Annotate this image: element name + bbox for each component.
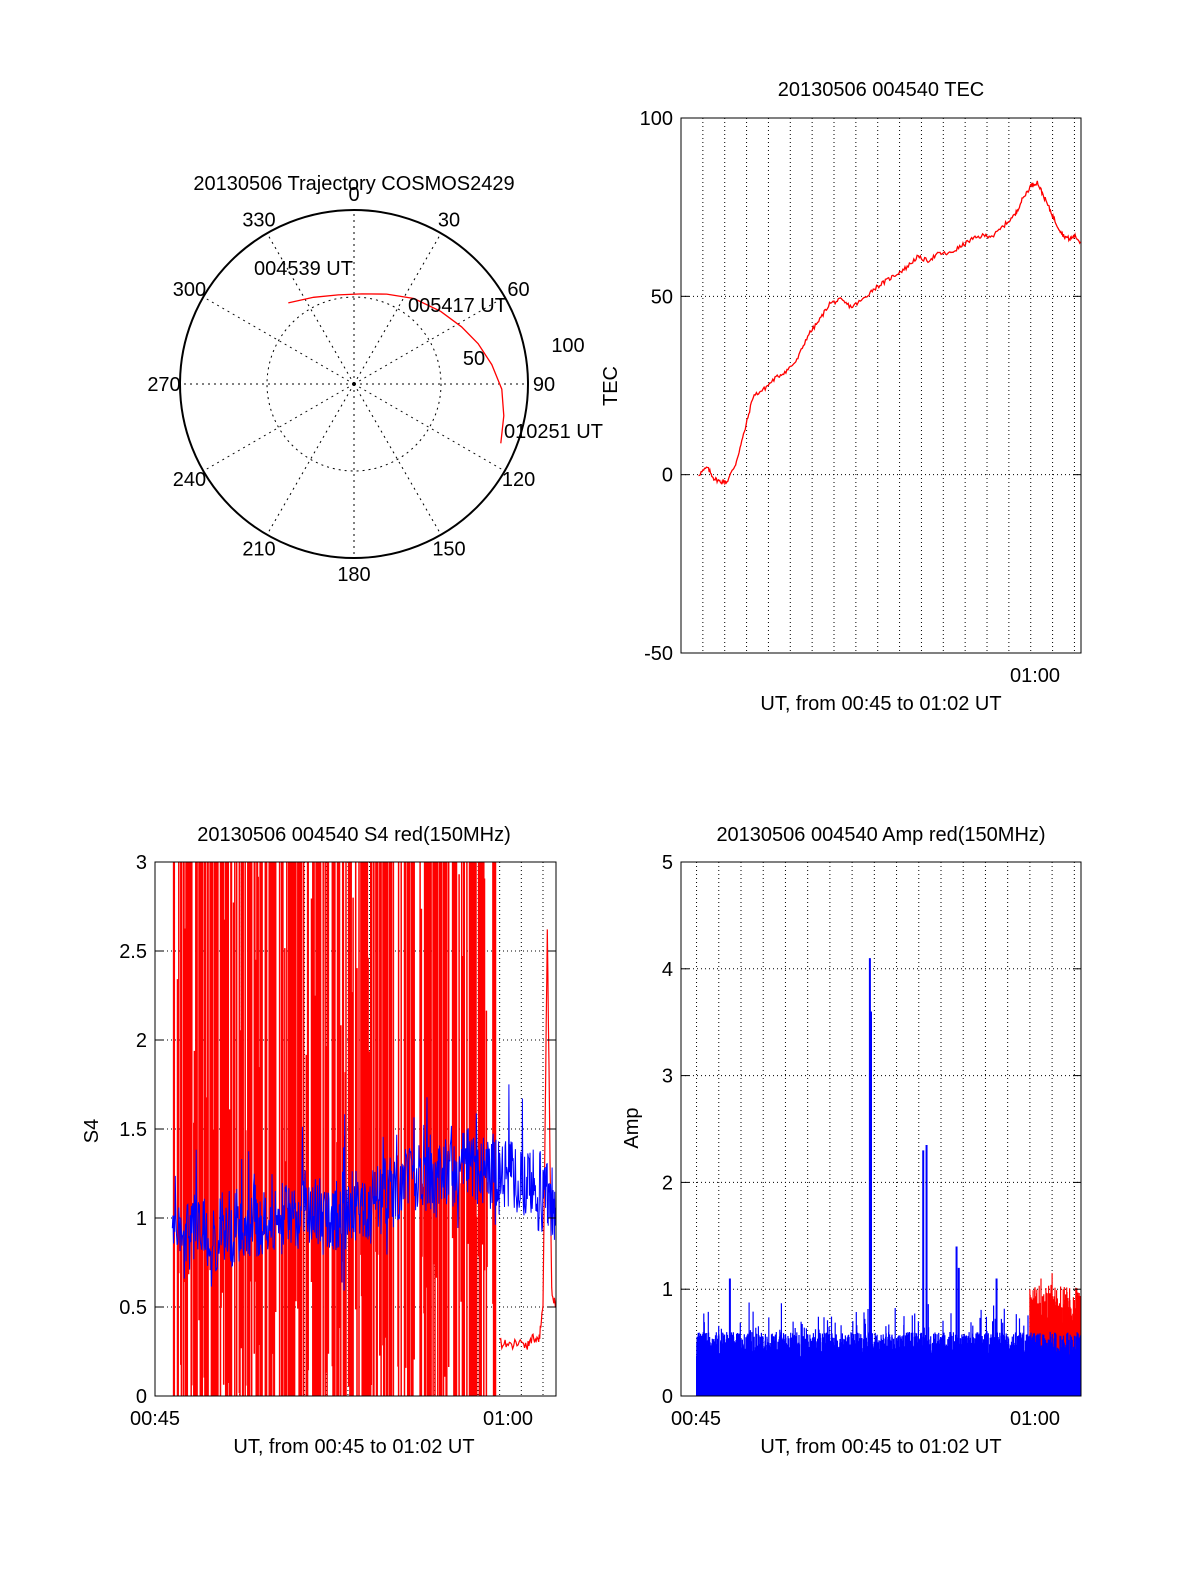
polar-spoke-330: [266, 233, 355, 385]
tec-y-label: TEC: [600, 366, 622, 406]
trajectory-end-time: 010251 UT: [504, 421, 603, 443]
polar-azimuth-label-60: 60: [507, 279, 529, 301]
polar-azimuth-label-0: 0: [348, 184, 359, 206]
tec-ytick-label-0: -50: [644, 643, 673, 665]
polar-azimuth-label-330: 330: [242, 209, 275, 231]
amp-x-label: UT, from 00:45 to 01:02 UT: [760, 1436, 1001, 1458]
s4-y-ticks: 0 0.5 1 1.5 2 2.5 3: [119, 852, 556, 1408]
polar-radial-label-50: 50: [463, 348, 485, 370]
polar-spoke-150: [353, 383, 442, 535]
s4-blue-series: [171, 1084, 557, 1291]
s4-ytick-label-0: 0: [136, 1386, 147, 1408]
tec-x-label: UT, from 00:45 to 01:02 UT: [760, 693, 1001, 715]
amp-panel: 20130506 004540 Amp red(150MHz) 0 1 2 3 4 5 0…: [621, 824, 1082, 1458]
trajectory-mid-time: 005417 UT: [408, 295, 507, 317]
polar-azimuth-label-270: 270: [147, 374, 180, 396]
polar-azimuth-label-300: 300: [173, 279, 206, 301]
s4-title: 20130506 004540 S4 red(150MHz): [197, 824, 511, 846]
amp-ytick-label-5: 5: [662, 852, 673, 874]
polar-azimuth-labels: 0 30 60 90 120 150 180 210 240 270 300 330: [147, 184, 555, 586]
tec-y-ticks: -50 0 50 100: [640, 108, 1081, 665]
polar-azimuth-label-90: 90: [533, 374, 555, 396]
amp-ytick-label-1: 1: [662, 1279, 673, 1301]
amp-blue-bars: [696, 1302, 1082, 1396]
polar-grid: [180, 210, 528, 558]
s4-x-tick-0100: 01:00: [483, 1408, 533, 1430]
polar-azimuth-label-120: 120: [502, 469, 535, 491]
amp-x-tick-0100: 01:00: [1010, 1408, 1060, 1430]
polar-spoke-120: [353, 383, 505, 472]
tec-ytick-label-3: 100: [640, 108, 673, 130]
s4-red-tail: [499, 929, 557, 1351]
trajectory-panel: 20130506 Trajectory COSMOS2429 0 30 60 90 12…: [147, 173, 603, 586]
s4-ytick-label-6: 3: [136, 852, 147, 874]
trajectory-title: 20130506 Trajectory COSMOS2429: [193, 173, 514, 195]
s4-panel: 20130506 004540 S4 red(150MHz) 0 0.5 1 1.5 2…: [81, 824, 557, 1458]
polar-spoke-60: [353, 296, 505, 385]
polar-azimuth-label-30: 30: [438, 209, 460, 231]
tec-ytick-label-2: 50: [651, 286, 673, 308]
s4-ytick-label-1: 0.5: [119, 1297, 147, 1319]
amp-ytick-label-2: 2: [662, 1172, 673, 1194]
tec-x-tick-0100: 01:00: [1010, 665, 1060, 687]
amp-title: 20130506 004540 Amp red(150MHz): [716, 824, 1045, 846]
s4-red-dense-lines: [172, 862, 497, 1396]
polar-azimuth-label-150: 150: [432, 539, 465, 561]
amp-ytick-label-3: 3: [662, 1066, 673, 1088]
amp-ytick-label-0: 0: [662, 1386, 673, 1408]
tec-title: 20130506 004540 TEC: [778, 79, 984, 101]
s4-ytick-label-2: 1: [136, 1208, 147, 1230]
s4-x-tick-0045: 00:45: [130, 1408, 180, 1430]
s4-ytick-label-5: 2.5: [119, 941, 147, 963]
polar-azimuth-label-240: 240: [173, 469, 206, 491]
s4-y-label: S4: [81, 1119, 103, 1143]
tec-ytick-label-1: 0: [662, 465, 673, 487]
s4-ytick-label-4: 2: [136, 1030, 147, 1052]
amp-y-label: Amp: [621, 1107, 643, 1148]
trajectory-line: [288, 293, 505, 444]
polar-spoke-240: [203, 383, 355, 472]
tec-plot-frame: [680, 117, 1082, 654]
amp-y-ticks: 0 1 2 3 4 5: [662, 852, 1081, 1408]
polar-azimuth-label-180: 180: [337, 564, 370, 586]
s4-x-label: UT, from 00:45 to 01:02 UT: [233, 1436, 474, 1458]
polar-azimuth-label-210: 210: [242, 539, 275, 561]
polar-radial-label-100: 100: [551, 335, 584, 357]
polar-spoke-30: [353, 233, 442, 385]
s4-red-series: [172, 862, 557, 1396]
polar-spoke-300: [203, 296, 355, 385]
trajectory-start-time: 004539 UT: [254, 258, 353, 280]
amp-x-tick-0045: 00:45: [671, 1408, 721, 1430]
s4-ytick-label-3: 1.5: [119, 1119, 147, 1141]
amp-ytick-label-4: 4: [662, 959, 673, 981]
polar-outer-ring: [179, 209, 529, 559]
polar-spoke-210: [266, 383, 355, 535]
tec-grid: [681, 118, 1081, 653]
polar-ring-0: [266, 296, 442, 472]
tec-panel: 20130506 004540 TEC -50 0 50 100 01:00 UT, …: [600, 79, 1082, 715]
amp-blue-series: [696, 958, 1082, 1396]
tec-series-line: [698, 180, 1081, 486]
amp-grid: [681, 862, 1081, 1396]
amp-plot-frame: [680, 861, 1082, 1397]
